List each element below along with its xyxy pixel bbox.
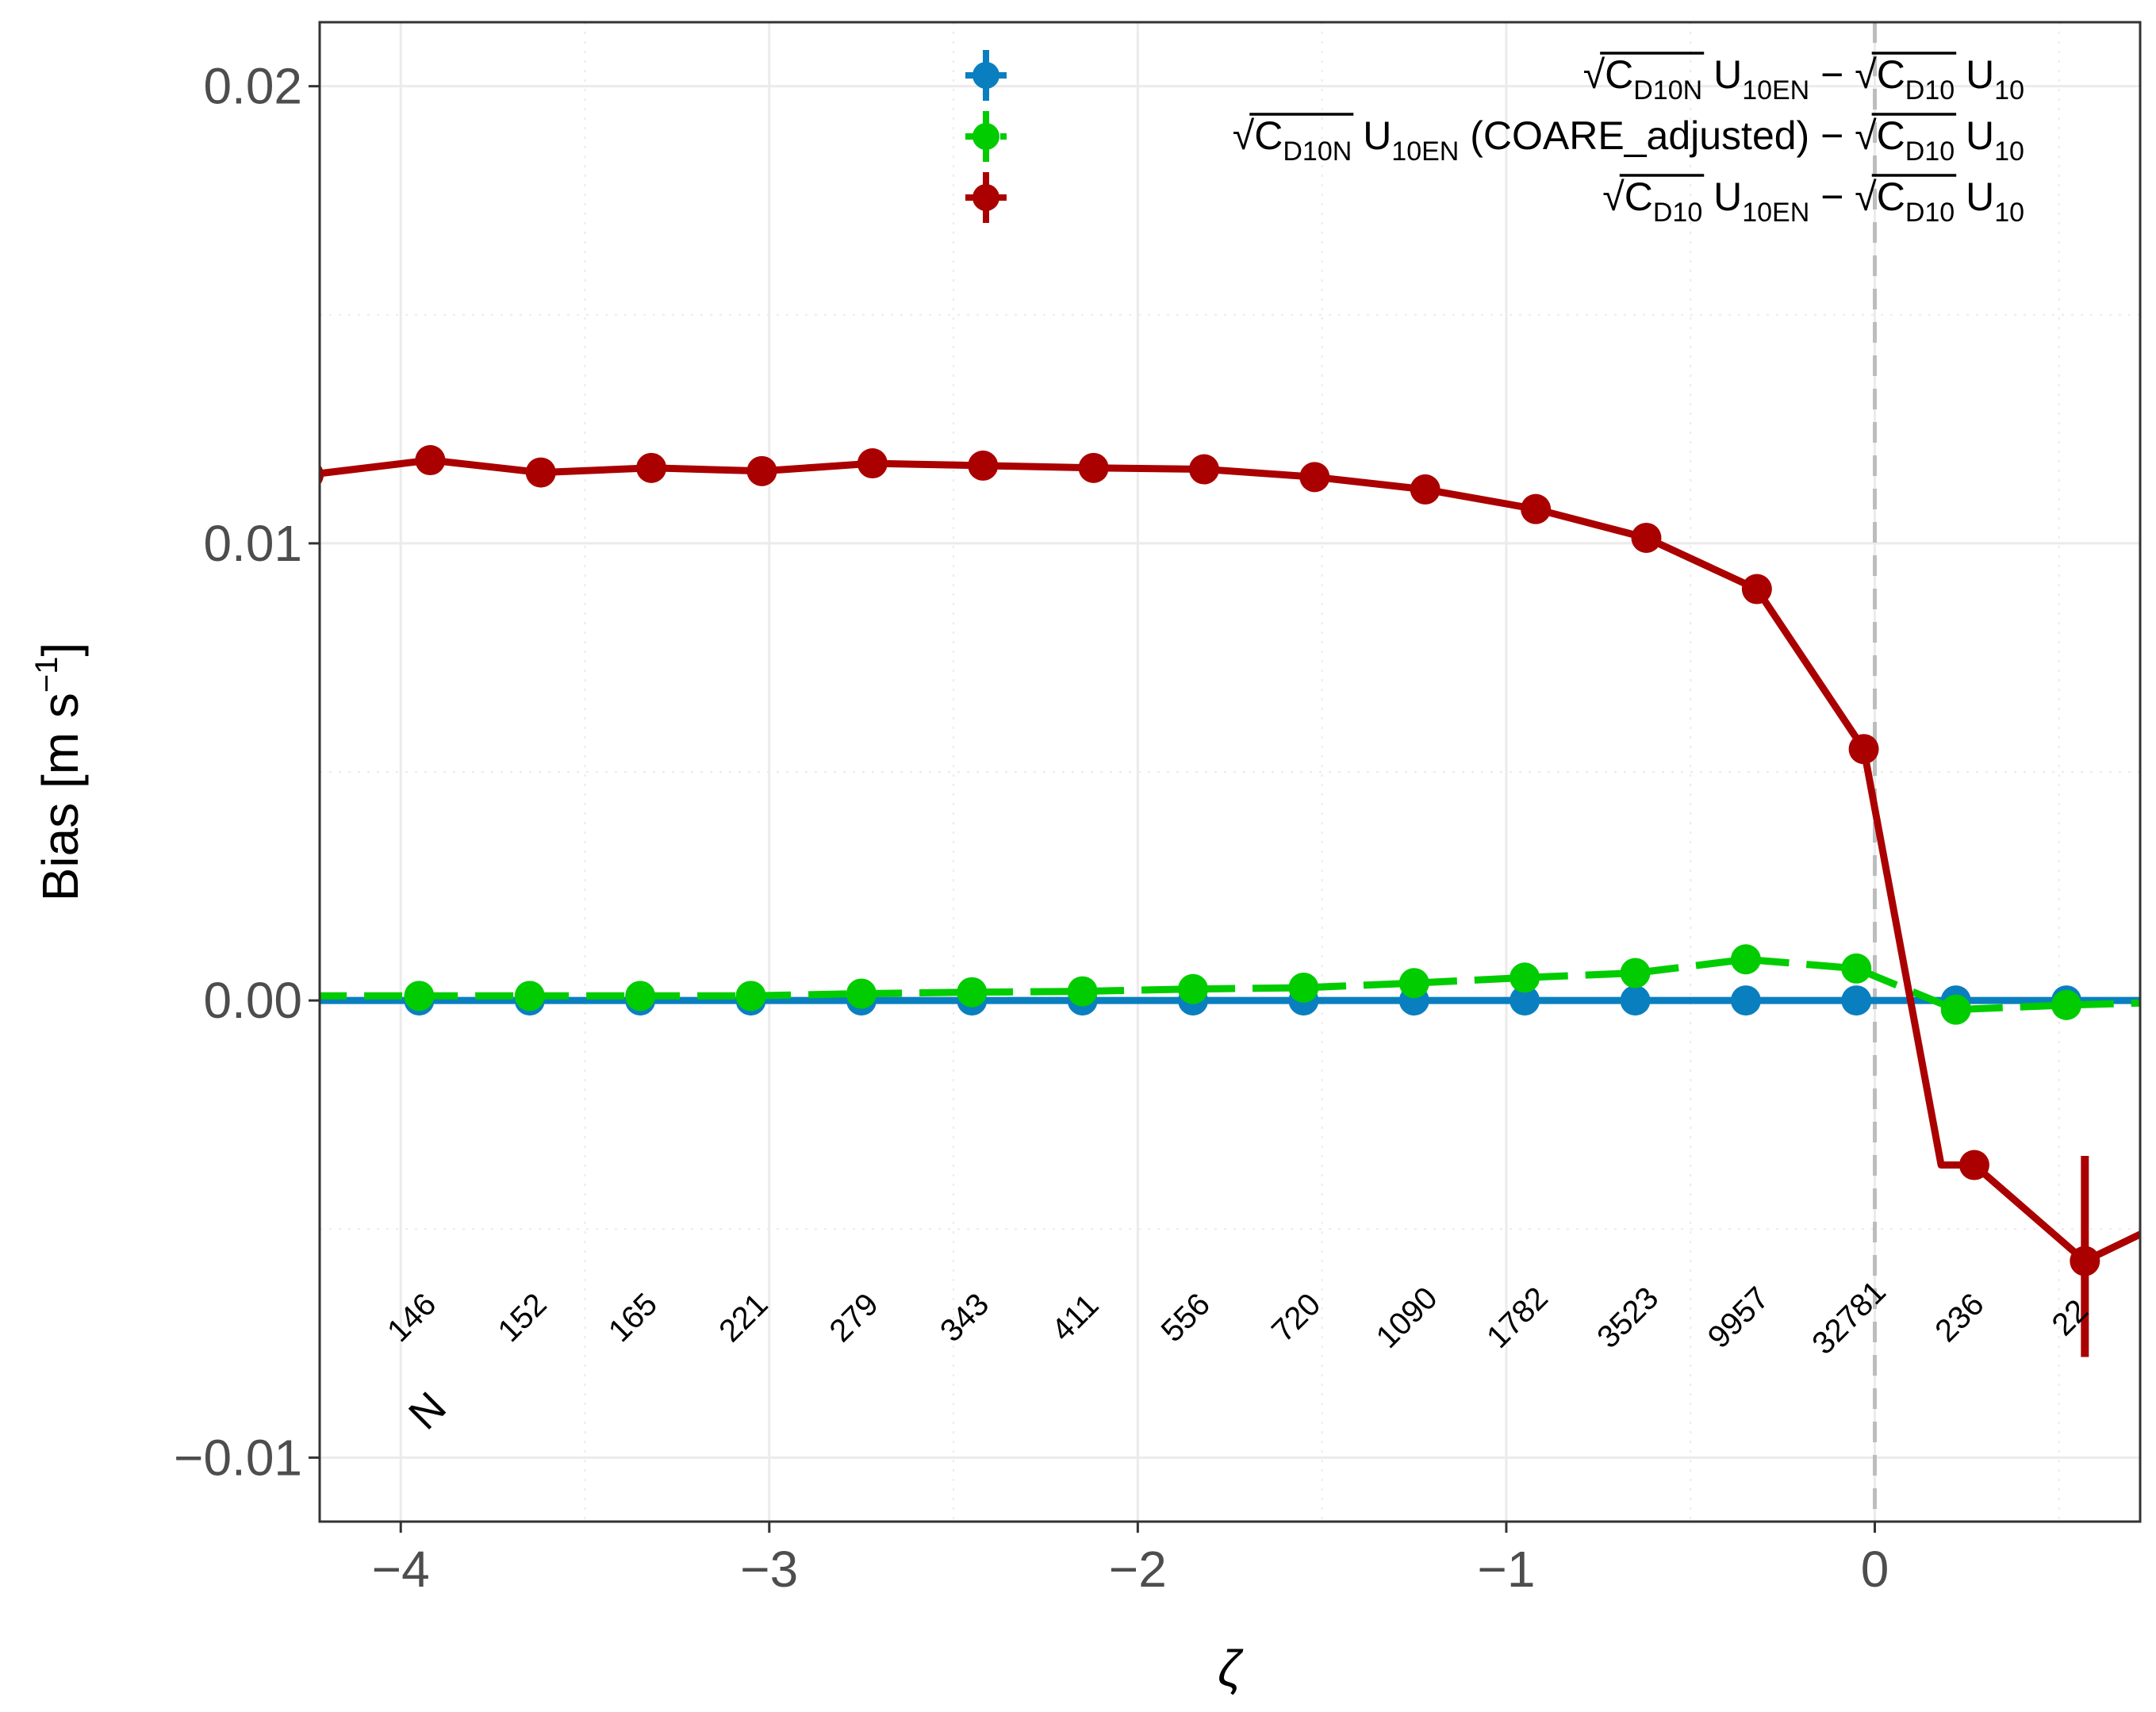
series-2-point (1730, 944, 1761, 975)
legend-label-part: − (1809, 52, 1855, 97)
legend-label-part: C (1605, 52, 1633, 97)
axes: −0.01 0.00 0.01 0.02 −4 −3 −2 −1 0 (174, 58, 1889, 1598)
series-2-point (514, 981, 545, 1011)
legend-label-subscript: 10EN (1742, 75, 1809, 106)
legend-label-part: √ (1855, 52, 1877, 97)
y-axis-title-main: Bias [m s (32, 693, 89, 901)
legend-label-part: − (1809, 175, 1855, 219)
legend-label-subscript: 10 (1994, 75, 2024, 106)
series-2-point (1067, 976, 1098, 1007)
legend-key-point (973, 184, 999, 211)
legend-label-subscript: D10 (1905, 75, 1955, 106)
y-axis-title: Bias [m s−1] (29, 643, 89, 902)
series-3-point (968, 450, 999, 481)
legend-label-subscript: D10 (1905, 198, 1955, 228)
series-3-point (1299, 462, 1330, 493)
legend-label-part: U (1702, 52, 1742, 97)
legend-key-point (973, 62, 999, 89)
legend-label-part: C (1877, 175, 1905, 219)
series-2-point (846, 978, 877, 1009)
legend-label: √CD10N U10EN (COARE_adjusted) − √CD10 U1… (1233, 113, 2024, 167)
series-3-point (1741, 574, 1772, 605)
series-3-point (1631, 522, 1662, 553)
series-line-2 (320, 955, 2140, 1014)
legend-label-part: √ (1602, 175, 1625, 219)
series-1-point (1841, 985, 1872, 1016)
series-2-point (1620, 958, 1651, 988)
series-3-point (1078, 452, 1109, 483)
series-2-point (404, 981, 435, 1011)
legend-label-part: U (1955, 175, 1994, 219)
series-2-point (735, 981, 766, 1011)
legend-label: √CD10N U10EN − √CD10 U10 (1583, 52, 2024, 106)
legend-label-subscript: 10 (1994, 198, 2024, 228)
series-3-point (857, 448, 888, 479)
legend-label-part: (COARE_adjusted) − (1459, 113, 1855, 158)
legend: √CD10N U10EN − √CD10 U10√CD10N U10EN (CO… (965, 50, 2024, 228)
series-2-point (957, 977, 988, 1008)
y-tick-label: 0.00 (203, 972, 302, 1029)
series-1-point (1510, 985, 1540, 1016)
x-axis-title: ζ (1218, 1640, 1244, 1697)
x-tick-label: −2 (1109, 1541, 1167, 1598)
series-2-point (625, 981, 656, 1011)
legend-label-subscript: D10 (1905, 136, 1955, 167)
y-tick-label: 0.02 (203, 58, 302, 115)
series-2-point (1510, 962, 1540, 993)
x-tick-label: −4 (372, 1541, 430, 1598)
legend-label-part: U (1352, 113, 1391, 158)
legend-label-subscript: 10EN (1742, 198, 1809, 228)
series-2-point (1940, 994, 1971, 1025)
series-3-point (525, 457, 556, 488)
series-3-point (415, 445, 446, 476)
series-2-point (1288, 972, 1319, 1003)
series-2-point (1178, 973, 1209, 1004)
legend-label-part: C (1625, 175, 1653, 219)
series-1-point (1730, 985, 1761, 1016)
series-3-point (1410, 474, 1441, 505)
legend-label-subscript: D10N (1633, 75, 1702, 106)
data-series (320, 445, 2140, 1357)
series-3-point (1521, 493, 1552, 524)
plot-panel-border (318, 21, 2142, 1523)
x-tick-label: 0 (1861, 1541, 1889, 1598)
legend-key-point (973, 123, 999, 150)
x-tick-label: −1 (1477, 1541, 1535, 1598)
legend-label-part: √ (1583, 52, 1605, 97)
x-tick-label: −3 (740, 1541, 798, 1598)
y-axis-title-sup: −1 (29, 657, 64, 693)
y-tick-label: 0.01 (203, 515, 302, 572)
series-2-point (2051, 989, 2082, 1020)
legend-label-part: √ (1233, 113, 1255, 158)
legend-label-part: U (1702, 175, 1742, 219)
legend-label-part: C (1877, 52, 1905, 97)
legend-label-subscript: 10EN (1391, 136, 1459, 167)
series-3-point (1848, 734, 1879, 765)
series-3-point (1958, 1150, 1989, 1180)
legend-label-part: √ (1855, 113, 1877, 158)
legend-label-part: √ (1855, 175, 1877, 219)
series-3-point (1188, 454, 1219, 485)
legend-label-subscript: D10N (1283, 136, 1352, 167)
y-tick-label: −0.01 (174, 1429, 302, 1486)
series-3-point (636, 452, 667, 483)
series-1-point (1620, 985, 1651, 1016)
legend-label-subscript: 10 (1994, 136, 2024, 167)
legend-label-part: C (1254, 113, 1283, 158)
series-2-point (1841, 953, 1872, 984)
legend-label-subscript: D10 (1653, 198, 1702, 228)
legend-label: √CD10 U10EN − √CD10 U10 (1602, 175, 2024, 228)
legend-label-part: U (1955, 113, 1994, 158)
y-axis-title-close: ] (32, 643, 89, 657)
legend-label-part: C (1877, 113, 1905, 158)
series-3-point (2070, 1246, 2100, 1276)
legend-label-part: U (1955, 52, 1994, 97)
series-3-point (746, 455, 777, 486)
series-2-point (1398, 968, 1429, 999)
